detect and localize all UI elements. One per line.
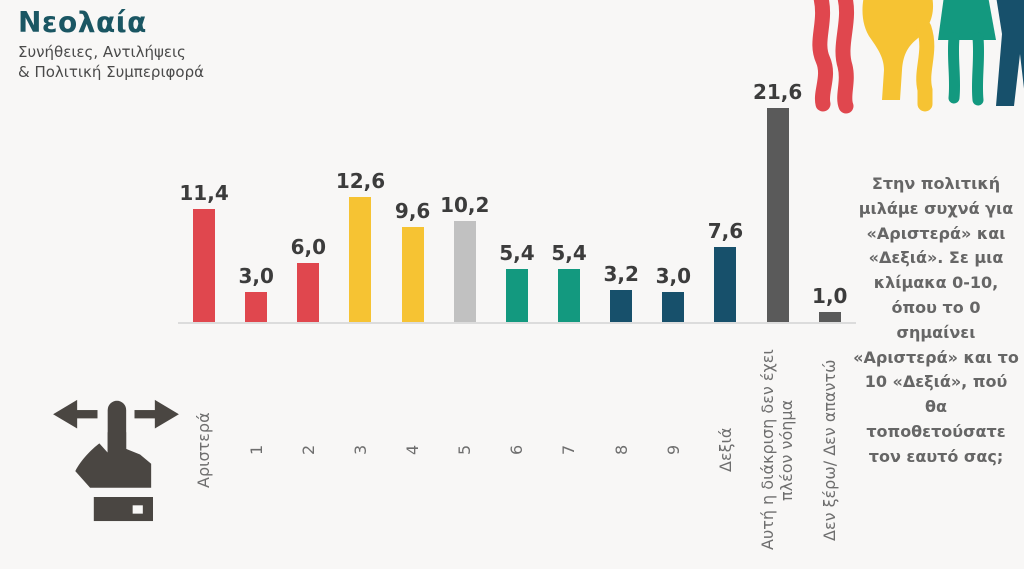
bar-column: 5,4 xyxy=(491,240,543,322)
youth-silhouettes-illustration xyxy=(804,0,1024,116)
bar-column: 6,0 xyxy=(282,235,334,322)
x-axis-label: Αριστερά xyxy=(194,412,214,488)
bar-value-label: 5,4 xyxy=(551,240,587,265)
bar xyxy=(662,292,685,322)
bar-column: 10,2 xyxy=(439,193,491,322)
bar-column: 7,6 xyxy=(699,219,751,322)
question-text: Στην πολιτική μιλάμε συχνά για «Αριστερά… xyxy=(853,174,1019,466)
x-axis-tick: 2 xyxy=(282,324,334,565)
bar-value-label: 21,6 xyxy=(752,80,803,104)
x-axis-tick: 8 xyxy=(595,324,647,565)
bar-column: 1,0 xyxy=(804,284,856,322)
bar-column: 11,4 xyxy=(178,181,230,322)
bar xyxy=(558,268,581,322)
page-title: Νεολαία xyxy=(18,6,147,39)
x-axis-tick: 7 xyxy=(543,324,595,565)
x-axis-tick: Δεξιά xyxy=(699,324,751,565)
x-axis-label: Αυτή η διάκριση δεν έχει πλέον νόημα xyxy=(758,349,797,551)
bar-column: 21,6 xyxy=(752,80,804,322)
bar-column: 9,6 xyxy=(387,199,439,322)
x-axis-tick: 3 xyxy=(334,324,386,565)
x-axis-tick: Αυτή η διάκριση δεν έχει πλέον νόημα xyxy=(752,324,804,565)
bar-value-label: 1,0 xyxy=(812,284,848,309)
bar xyxy=(714,246,737,322)
bar-column: 3,0 xyxy=(230,264,282,322)
bar-value-label: 10,2 xyxy=(440,192,490,217)
x-axis-label: 9 xyxy=(663,444,683,456)
x-axis-label: Δεν ξέρω/ Δεν απαντώ xyxy=(820,359,840,541)
bar xyxy=(245,292,268,322)
x-axis-label: 6 xyxy=(507,444,527,456)
youth-figures-icon xyxy=(812,0,1024,114)
bar xyxy=(818,312,841,322)
x-axis-label: 7 xyxy=(559,444,579,456)
bar-value-label: 12,6 xyxy=(335,169,386,194)
x-axis-label: 2 xyxy=(298,444,318,456)
x-axis-label: Δεξιά xyxy=(715,427,735,473)
bar-chart: 11,4 3,0 6,0 12,6 9,6 10,2 5,4 5,4 3,2 3,0 7,6 21,6… xyxy=(178,80,856,565)
x-axis-tick: 4 xyxy=(387,324,439,565)
x-axis-tick: 6 xyxy=(491,324,543,565)
bar-value-label: 9,6 xyxy=(394,198,431,223)
bar-column: 5,4 xyxy=(543,240,595,322)
bar xyxy=(297,262,320,322)
swipe-left-right-hand-icon xyxy=(53,399,179,522)
swipe-gesture-icon xyxy=(42,386,190,534)
x-axis-tick: 5 xyxy=(439,324,491,565)
x-axis-label: 5 xyxy=(455,444,475,456)
bar-value-label: 3,2 xyxy=(603,262,639,287)
bar xyxy=(193,209,216,322)
x-axis-label: 1 xyxy=(246,444,266,456)
x-axis-label: 3 xyxy=(350,444,370,456)
bar xyxy=(610,290,633,322)
page-subtitle: Συνήθειες, Αντιλήψεις & Πολιτική Συμπερι… xyxy=(18,43,205,82)
bar-value-label: 6,0 xyxy=(290,234,327,259)
bar-column: 3,0 xyxy=(647,264,699,322)
x-axis-label: 4 xyxy=(403,444,423,456)
x-axis-tick: 1 xyxy=(230,324,282,565)
bar xyxy=(766,108,789,322)
bar-column: 12,6 xyxy=(334,169,386,322)
x-axis-label: 8 xyxy=(611,444,631,456)
bar xyxy=(505,268,528,322)
bar xyxy=(401,226,424,322)
bar xyxy=(349,197,372,322)
bar xyxy=(453,220,476,322)
x-axis-labels: Αριστερά 1 2 3 4 5 6 7 8 9 Δεξιά Αυτή η διάκριση δε… xyxy=(178,324,856,565)
bar-value-label: 7,6 xyxy=(707,218,744,243)
bar-value-label: 3,0 xyxy=(655,264,692,289)
bar-plot: 11,4 3,0 6,0 12,6 9,6 10,2 5,4 5,4 3,2 3,0 7,6 21,6… xyxy=(178,80,856,324)
bar-value-label: 5,4 xyxy=(499,240,535,265)
bar-value-label: 3,0 xyxy=(238,264,274,289)
header: Νεολαία Συνήθειες, Αντιλήψεις & Πολιτική… xyxy=(18,6,204,83)
x-axis-tick: 9 xyxy=(647,324,699,565)
bar-value-label: 11,4 xyxy=(179,181,229,206)
x-axis-tick: Δεν ξέρω/ Δεν απαντώ xyxy=(804,324,856,565)
bar-column: 3,2 xyxy=(595,262,647,322)
